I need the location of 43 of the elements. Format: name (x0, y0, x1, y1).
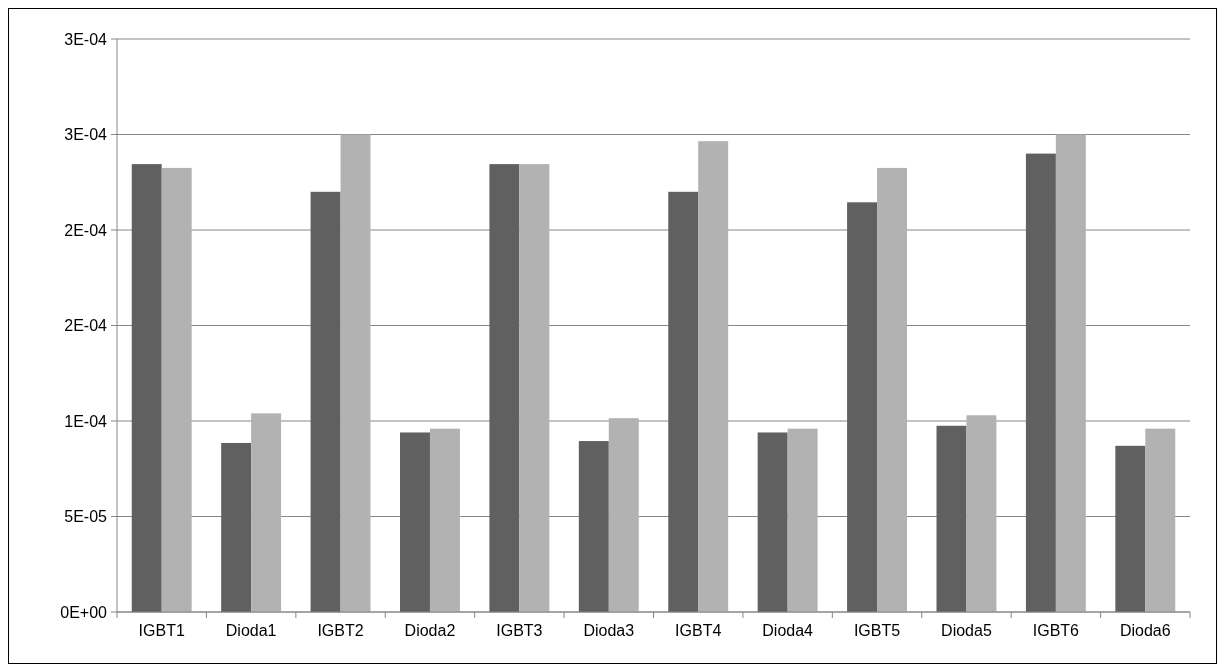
y-tick-label: 2E-04 (64, 221, 108, 239)
bar (131, 164, 162, 612)
x-tick-label: Dioda1 (225, 622, 277, 639)
bar (1145, 428, 1176, 612)
bar (1025, 153, 1056, 612)
bar (340, 134, 371, 612)
bar (608, 418, 639, 612)
bar (310, 191, 341, 612)
x-tick-label: IGBT5 (853, 622, 901, 639)
bar (668, 191, 699, 612)
x-tick-label: Dioda4 (762, 622, 814, 639)
bar (221, 442, 252, 612)
bar (161, 167, 192, 612)
x-tick-label: IGBT6 (1032, 622, 1080, 639)
bar (400, 432, 430, 612)
y-tick-label: 0E+00 (60, 603, 108, 621)
x-tick-label: Dioda2 (404, 622, 456, 639)
y-tick-label: 3E-04 (64, 126, 108, 144)
bar (1055, 134, 1086, 612)
bar (757, 432, 788, 612)
y-tick-label: 5E-05 (64, 508, 108, 526)
bar (519, 164, 550, 612)
bar (429, 428, 460, 612)
x-tick-label: Dioda6 (1119, 622, 1171, 639)
bar (847, 202, 878, 612)
y-tick-label: 3E-04 (64, 30, 108, 48)
bar (966, 415, 997, 612)
bar (787, 428, 818, 612)
bar (936, 425, 967, 612)
bar (877, 167, 907, 612)
bar (578, 441, 609, 612)
x-tick-label: IGBT2 (317, 622, 364, 639)
x-tick-label: IGBT1 (138, 622, 185, 639)
bar (1115, 445, 1146, 612)
bar (251, 413, 282, 612)
y-tick-label: 2E-04 (64, 317, 108, 335)
y-tick-label: 1E-04 (64, 412, 108, 430)
bar (698, 141, 729, 612)
x-tick-label: IGBT4 (675, 622, 722, 639)
x-tick-label: IGBT3 (496, 622, 543, 639)
bar (489, 164, 520, 612)
x-tick-label: Dioda3 (583, 622, 635, 639)
x-tick-label: Dioda5 (941, 622, 992, 639)
